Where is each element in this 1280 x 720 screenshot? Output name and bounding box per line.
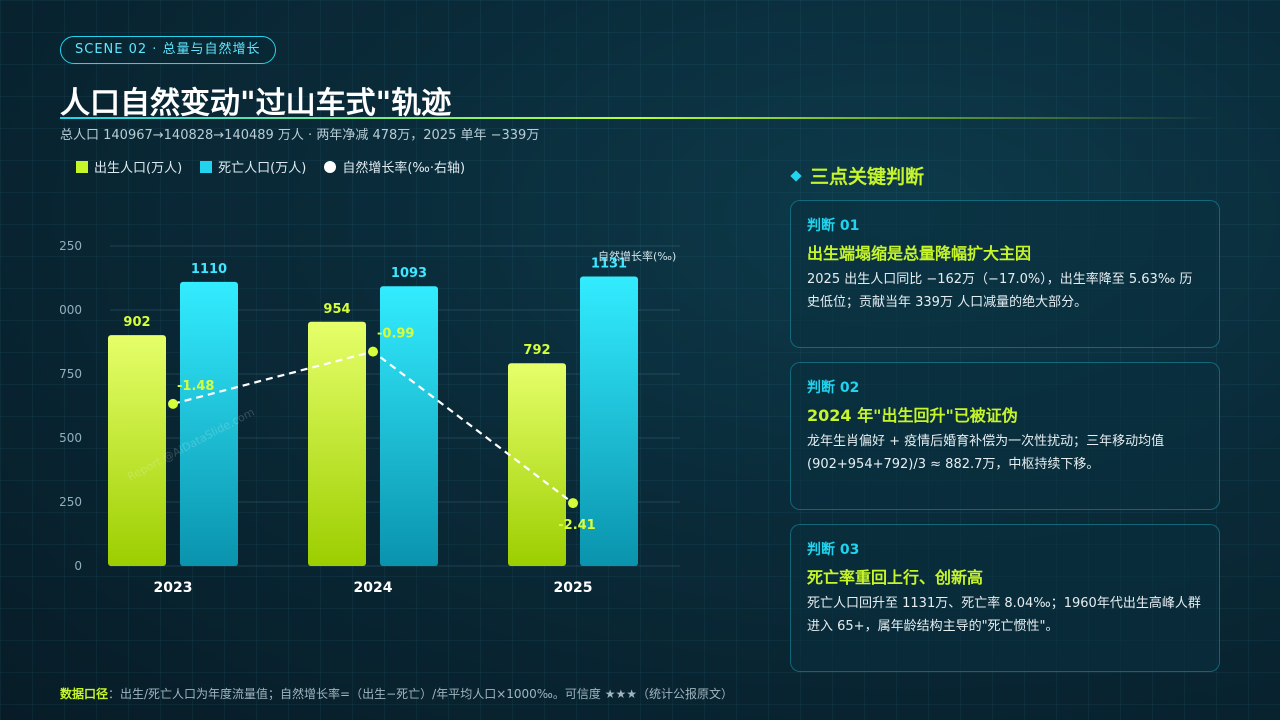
rate-point (168, 398, 178, 409)
data-label-birth: 792 (523, 343, 550, 358)
page-title: 人口自然变动"过山车式"轨迹 (60, 86, 452, 121)
card-body: 死亡人口回升至 1131万、死亡率 8.04‰；1960年代出生高峰人群进入 6… (807, 596, 1201, 634)
judgment-card-2: 判断 02 2024 年"出生回升"已被证伪 龙年生肖偏好 + 疫情后婚育补偿为… (790, 362, 1220, 510)
card-tag: 判断 01 (807, 218, 860, 234)
legend-item-rate: 自然增长率(‰·右轴) (324, 157, 465, 176)
legend-swatch-death (200, 160, 213, 173)
population-chart: 0 250 500 750 1000 1250 902 1110 2023 954 1093 202… (60, 239, 680, 596)
data-label-death: 1131 (591, 256, 627, 271)
card-tag: 判断 02 (807, 380, 860, 396)
panel-title-text: 三点关键判断 (810, 166, 925, 188)
rate-point (568, 498, 578, 509)
title-underline (60, 117, 1220, 119)
legend-swatch-birth (76, 160, 88, 173)
diamond-icon (790, 169, 802, 182)
judgment-card-1: 判断 01 出生端塌缩是总量降幅扩大主因 2025 出生人口同比 −162万（−… (790, 200, 1220, 348)
legend-item-birth: 出生人口(万人) (76, 157, 182, 176)
y-tick-label: 250 (60, 495, 82, 509)
data-label-death: 1093 (391, 266, 427, 281)
legend-label-birth: 出生人口(万人) (94, 161, 183, 176)
y-tick-label: 1250 (60, 239, 82, 253)
judgment-card-3: 判断 03 死亡率重回上行、创新高 死亡人口回升至 1131万、死亡率 8.04… (790, 524, 1220, 672)
legend-swatch-rate (324, 160, 337, 173)
footnote: 数据口径：出生/死亡人口为年度流量值；自然增长率=（出生−死亡）/年平均人口×1… (60, 685, 733, 702)
bar-birth (508, 363, 566, 566)
data-label-birth: 954 (323, 302, 350, 317)
card-body: 2025 出生人口同比 −162万（−17.0%），出生率降至 5.63‰ 历史… (807, 272, 1193, 310)
footnote-label: 数据口径 (60, 687, 109, 701)
rate-label: -0.99 (377, 327, 414, 342)
rate-label: -1.48 (177, 379, 214, 394)
x-tick-label: 2023 (154, 580, 193, 596)
rate-point (368, 346, 378, 357)
x-tick-label: 2025 (554, 580, 593, 596)
data-label-death: 1110 (191, 262, 227, 277)
card-body: 龙年生肖偏好 + 疫情后婚育补偿为一次性扰动；三年移动均值 (902+954+7… (807, 434, 1165, 472)
footnote-text: ：出生/死亡人口为年度流量值；自然增长率=（出生−死亡）/年平均人口×1000‰… (108, 687, 733, 701)
bar-death (180, 281, 238, 566)
card-tag: 判断 03 (807, 542, 860, 558)
card-heading: 出生端塌缩是总量降幅扩大主因 (807, 244, 1032, 263)
legend-item-death: 死亡人口(万人) (200, 157, 306, 176)
legend-label-rate: 自然增长率(‰·右轴) (342, 161, 466, 176)
x-tick-label: 2024 (354, 580, 393, 596)
scene-badge: SCENE 02 · 总量与自然增长 (60, 36, 276, 64)
y-tick-label: 750 (60, 367, 82, 381)
card-heading: 2024 年"出生回升"已被证伪 (807, 406, 1018, 425)
y-tick-label: 0 (74, 559, 82, 573)
card-heading: 死亡率重回上行、创新高 (807, 568, 984, 587)
y2-axis-label: 自然增长率(‰) (598, 249, 676, 263)
bar-death (380, 286, 438, 566)
bar-death (580, 276, 638, 566)
y-tick-label: 500 (60, 431, 82, 445)
data-label-birth: 902 (123, 315, 150, 330)
page-subtitle: 总人口 140967→140828→140489 万人 · 两年净减 478万，… (60, 128, 540, 143)
legend-label-death: 死亡人口(万人) (218, 161, 307, 176)
bar-birth (108, 335, 166, 566)
y-tick-label: 1000 (60, 303, 82, 317)
chart-legend: 出生人口(万人) 死亡人口(万人) 自然增长率(‰·右轴) (76, 157, 465, 176)
bar-birth (308, 321, 366, 566)
rate-label: -2.41 (558, 518, 595, 533)
panel-title: 三点关键判断 (790, 162, 925, 189)
